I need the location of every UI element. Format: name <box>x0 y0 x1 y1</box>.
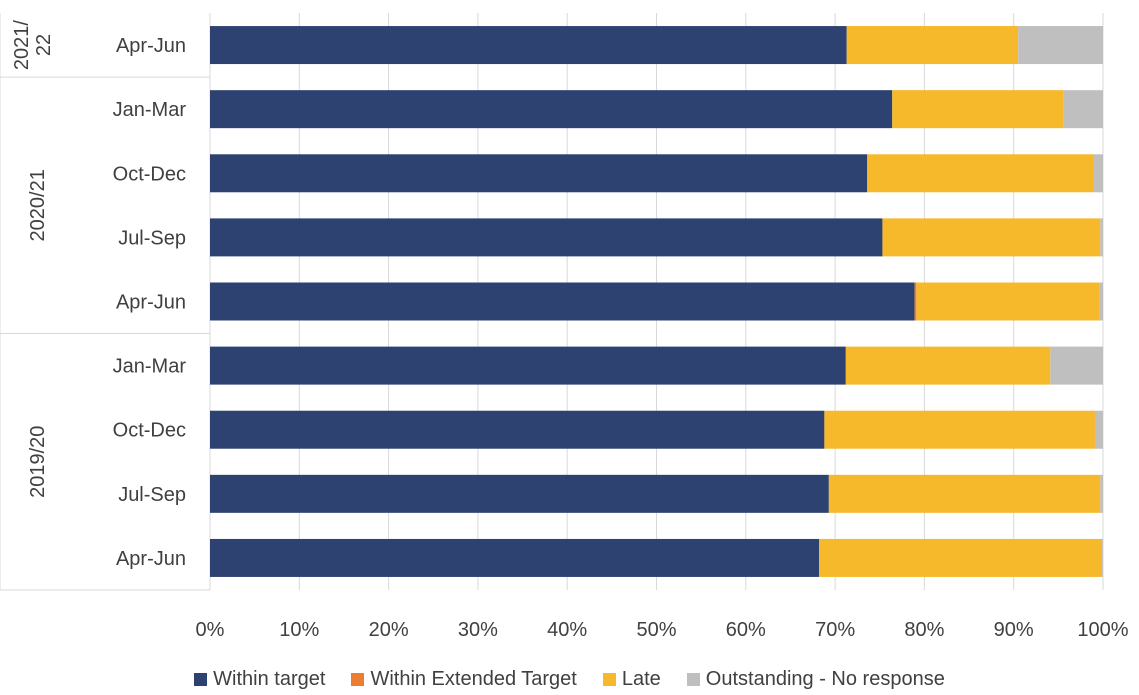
bar-segment-outstanding-no-response <box>1100 218 1103 257</box>
bar-segment-outstanding-no-response <box>1050 346 1103 385</box>
bar-segment-late <box>828 474 1101 513</box>
legend-label: Within target <box>213 668 326 690</box>
bar-segment-within-target <box>210 154 868 193</box>
legend-item: Outstanding - No response <box>686 668 945 691</box>
x-tick-label: 20% <box>369 619 409 641</box>
x-tick-label: 50% <box>636 619 676 641</box>
group-label: 2019/20 <box>27 426 49 498</box>
bar-segment-outstanding-no-response <box>1099 282 1103 321</box>
bar-segment-within-target <box>210 282 915 321</box>
bar-segment-late <box>892 90 1064 129</box>
bar-segment-within-target <box>210 26 847 65</box>
bar-segment-late <box>824 410 1095 449</box>
x-tick-label: 0% <box>196 619 225 641</box>
category-label: Jan-Mar <box>113 356 187 378</box>
bar-segment-late <box>846 26 1019 65</box>
legend-label: Late <box>621 668 661 690</box>
group-label: 2020/21 <box>27 169 49 241</box>
legend-item: Within target <box>194 668 325 691</box>
legend-item: Within Extended Target <box>351 668 577 691</box>
bar-segment-late <box>867 154 1095 193</box>
bar-segment-within-target <box>210 346 846 385</box>
bar-segment-late <box>845 346 1051 385</box>
x-tick-label: 60% <box>726 619 766 641</box>
bar-segment-within-target <box>210 90 893 129</box>
x-tick-label: 10% <box>279 619 319 641</box>
bar-segment-late <box>882 218 1101 257</box>
group-label: 2021/22 <box>11 20 55 70</box>
x-tick-label: 70% <box>815 619 855 641</box>
bar-segment-outstanding-no-response <box>1094 154 1103 193</box>
category-label: Apr-Jun <box>116 548 186 570</box>
bar-segment-outstanding-no-response <box>1094 410 1103 449</box>
bar-segment-within-target <box>210 538 820 577</box>
bar-segment-within-extended-target <box>914 282 917 321</box>
bar-segment-outstanding-no-response <box>1018 26 1103 65</box>
bar-segment-outstanding-no-response <box>1102 538 1103 577</box>
bar-segment-outstanding-no-response <box>1100 474 1103 513</box>
bar-segment-within-target <box>210 218 883 257</box>
chart-legend: Within target Within Extended Target Late O… <box>0 668 1139 691</box>
bar-segment-late <box>819 538 1103 577</box>
legend-swatch <box>686 673 700 686</box>
legend-item: Late <box>602 668 661 691</box>
legend-swatch <box>194 673 208 686</box>
x-tick-label: 30% <box>458 619 498 641</box>
legend-swatch <box>602 673 616 686</box>
x-tick-label: 100% <box>1077 619 1128 641</box>
category-label: Apr-Jun <box>116 292 186 314</box>
bar-segment-late <box>916 282 1100 321</box>
category-label: Jul-Sep <box>118 227 186 249</box>
x-tick-label: 40% <box>547 619 587 641</box>
bar-segment-outstanding-no-response <box>1063 90 1103 129</box>
category-label: Apr-Jun <box>116 35 186 57</box>
category-label: Oct-Dec <box>113 163 186 185</box>
legend-swatch <box>351 673 365 686</box>
category-label: Jul-Sep <box>118 484 186 506</box>
category-label: Jan-Mar <box>113 99 187 121</box>
x-tick-label: 80% <box>904 619 944 641</box>
category-label: Oct-Dec <box>113 420 186 442</box>
x-tick-label: 90% <box>994 619 1034 641</box>
stacked-bar-chart: 0% 10% 20% 30% 40% 50% 60% 70% 80% 90% 100% 2021/22… <box>0 13 1129 641</box>
bar-segment-within-target <box>210 410 825 449</box>
legend-label: Outstanding - No response <box>705 668 945 690</box>
legend-label: Within Extended Target <box>370 668 577 690</box>
bar-segment-within-target <box>210 474 829 513</box>
